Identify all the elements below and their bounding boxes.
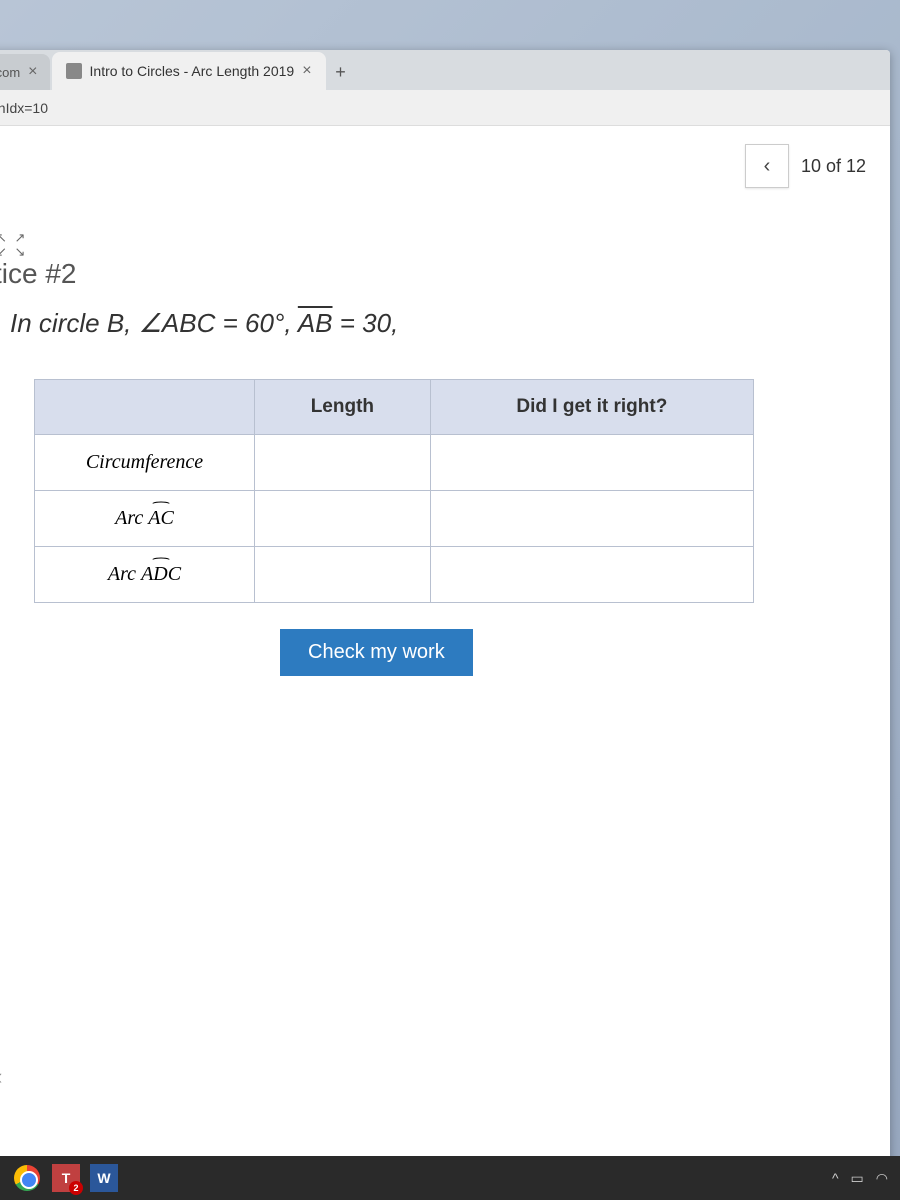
practice-title: ctice #2 bbox=[0, 218, 890, 300]
table-header-length: Length bbox=[255, 380, 431, 435]
collapse-icon[interactable]: « bbox=[0, 1064, 2, 1090]
page-content: ‹ 10 of 12 ↖ ↗↙ ↘ ctice #2 In circle B, … bbox=[0, 126, 890, 1180]
problem-segment: AB bbox=[298, 308, 333, 338]
badge-count: 2 bbox=[69, 1181, 83, 1195]
problem-circle: circle B bbox=[39, 308, 124, 338]
prev-button[interactable]: ‹ bbox=[745, 144, 789, 188]
wifi-icon[interactable]: ◠ bbox=[876, 1170, 888, 1187]
tab-bar: .com × Intro to Circles - Arc Length 201… bbox=[0, 50, 890, 90]
problem-angle: , ∠ABC = 60°, bbox=[124, 308, 298, 338]
row-label-arc-adc: Arc ADC bbox=[35, 547, 255, 603]
top-bar: ‹ 10 of 12 bbox=[0, 126, 890, 198]
row-label-arc-ac: Arc AC bbox=[35, 491, 255, 547]
table-row: Arc AC bbox=[35, 491, 754, 547]
arc-adc-label: ADC bbox=[141, 563, 181, 586]
close-icon[interactable]: × bbox=[28, 63, 37, 81]
word-taskbar-icon[interactable]: W bbox=[90, 1164, 118, 1192]
length-input-cell[interactable] bbox=[255, 435, 431, 491]
tab-active-label: Intro to Circles - Arc Length 2019 bbox=[90, 63, 295, 79]
page-indicator: 10 of 12 bbox=[801, 156, 866, 177]
problem-prefix: In bbox=[10, 308, 39, 338]
tab-active[interactable]: Intro to Circles - Arc Length 2019 × bbox=[52, 52, 326, 90]
chrome-taskbar-icon[interactable] bbox=[12, 1163, 42, 1193]
tray-chevron-icon[interactable]: ^ bbox=[832, 1170, 839, 1186]
length-input-cell[interactable] bbox=[255, 491, 431, 547]
row-label-circumference: Circumference bbox=[35, 435, 255, 491]
browser-window: .com × Intro to Circles - Arc Length 201… bbox=[0, 50, 890, 1180]
tab-favicon bbox=[66, 63, 82, 79]
url-bar[interactable]: enIdx=10 bbox=[0, 90, 890, 126]
expand-icon[interactable]: ↖ ↗↙ ↘ bbox=[0, 231, 27, 260]
taskbar: T 2 W ^ ▭ ◠ bbox=[0, 1156, 900, 1200]
check-cell bbox=[430, 435, 753, 491]
app-t-taskbar-icon[interactable]: T 2 bbox=[52, 1164, 80, 1192]
check-cell bbox=[430, 547, 753, 603]
problem-statement: In circle B, ∠ABC = 60°, AB = 30, bbox=[0, 300, 890, 379]
length-input-cell[interactable] bbox=[255, 547, 431, 603]
close-icon[interactable]: × bbox=[302, 62, 311, 80]
new-tab-button[interactable]: + bbox=[326, 54, 356, 90]
problem-value: = 30, bbox=[333, 308, 399, 338]
table-header-blank bbox=[35, 380, 255, 435]
battery-icon[interactable]: ▭ bbox=[851, 1170, 864, 1187]
answer-table: Length Did I get it right? Circumference… bbox=[34, 379, 754, 603]
table-row: Arc ADC bbox=[35, 547, 754, 603]
tab-inactive[interactable]: .com × bbox=[0, 54, 50, 90]
practice-area: ctice #2 In circle B, ∠ABC = 60°, AB = 3… bbox=[0, 198, 890, 676]
arc-ac-label: AC bbox=[148, 507, 174, 530]
w-label: W bbox=[97, 1170, 110, 1186]
system-tray: ^ ▭ ◠ bbox=[832, 1156, 888, 1200]
check-work-button[interactable]: Check my work bbox=[280, 629, 473, 676]
check-cell bbox=[430, 491, 753, 547]
table-header-check: Did I get it right? bbox=[430, 380, 753, 435]
url-text: enIdx=10 bbox=[0, 100, 48, 116]
tab-inactive-label: .com bbox=[0, 65, 20, 80]
table-row: Circumference bbox=[35, 435, 754, 491]
